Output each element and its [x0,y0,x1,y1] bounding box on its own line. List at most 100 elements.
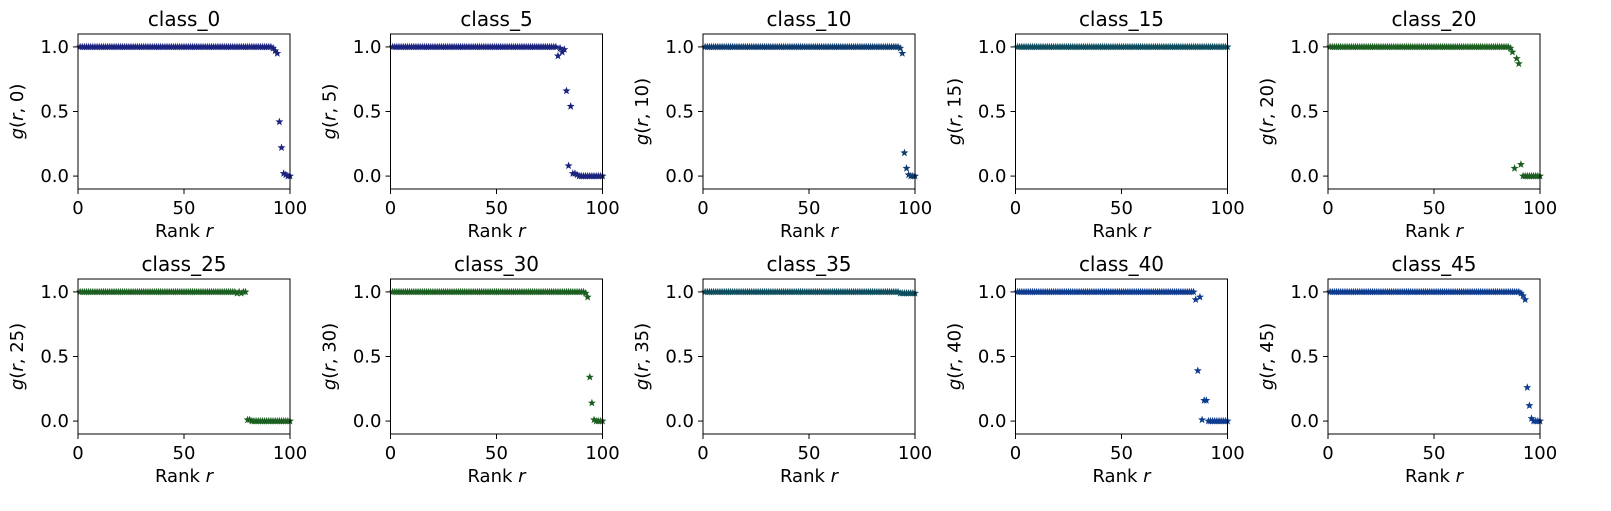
x-tick-label: 100 [898,198,932,219]
data-point [590,415,599,424]
x-tick-label: 0 [1322,198,1333,219]
subplot-class_15: class_15 0 50 100 0.0 0.5 1.0 Rank r g(r, 15) [945,7,1245,242]
data-point [570,169,579,177]
x-tick-label: 50 [1423,443,1446,464]
x-tick-label: 100 [585,443,619,464]
subplot-class_40: class_40 0 50 100 0.0 0.5 1.0 Rank r g(r, 40) [945,252,1245,487]
data-point [275,117,284,126]
y-tick-label: 0.5 [353,102,382,123]
data-point [579,287,588,296]
x-tick-label: 50 [1110,198,1133,219]
y-axis-label: g(r, 20) [1257,78,1278,145]
subplot-class_25: class_25 0 50 100 0.0 0.5 1.0 Rank r g(r, 25) [7,252,307,487]
x-axis-label: Rank r [467,466,527,487]
subplot-title: class_40 [1079,252,1164,276]
y-tick-label: 0.5 [40,102,69,123]
data-point [1521,295,1530,304]
x-axis-label: Rank r [780,466,840,487]
y-tick-label: 0.5 [1290,102,1319,123]
axes-frame [77,33,291,190]
x-tick-label: 0 [697,443,708,464]
y-tick-label: 1.0 [40,37,69,58]
y-tick-label: 1.0 [665,37,694,58]
axes-frame [1327,278,1541,435]
y-tick-label: 1.0 [665,282,694,303]
x-tick-label: 100 [898,443,932,464]
x-tick-label: 0 [1010,198,1021,219]
y-tick-label: 0.0 [353,411,382,432]
y-tick-label: 0.5 [40,347,69,368]
y-tick-label: 1.0 [978,282,1007,303]
x-axis-label: Rank r [780,221,840,242]
axes-frame [77,278,291,435]
data-point [1525,401,1534,409]
x-tick-label: 100 [1523,443,1557,464]
subplot-title: class_25 [141,252,226,276]
y-axis-label: g(r, 40) [945,323,966,390]
axes-frame [1327,33,1541,190]
x-tick-label: 0 [72,198,83,219]
y-tick-label: 0.0 [978,166,1007,187]
y-tick-label: 0.5 [1290,347,1319,368]
y-axis-label: g(r, 10) [632,78,653,145]
subplot-class_0: class_0 0 50 100 0.0 0.5 1.0 Rank r g(r, 0) [7,7,307,242]
data-point [1512,54,1521,62]
data-points [388,42,607,180]
data-point [894,287,903,296]
data-point [1527,414,1536,422]
subplot-class_20: class_20 0 50 100 0.0 0.5 1.0 Rank r g(r, 20) [1257,7,1557,242]
x-tick-label: 50 [485,443,508,464]
y-tick-label: 0.0 [40,166,69,187]
data-point [1195,292,1204,301]
data-point [1514,59,1523,68]
x-tick-label: 50 [485,198,508,219]
data-points [701,42,919,180]
data-point [233,289,241,297]
x-tick-label: 50 [798,198,821,219]
axes-frame [390,278,603,435]
subplot-class_45: class_45 0 50 100 0.0 0.5 1.0 Rank r g(r, 45) [1257,252,1557,487]
data-point [587,398,596,407]
x-tick-label: 0 [697,198,708,219]
data-point [241,287,250,296]
y-axis-label: g(r, 5) [320,84,341,140]
data-point [245,415,254,424]
x-axis-label: Rank r [155,221,215,242]
y-tick-label: 1.0 [353,282,382,303]
y-tick-label: 0.5 [665,102,694,123]
data-point [553,51,562,60]
data-point [266,42,275,51]
y-axis-label: g(r, 25) [7,323,28,390]
data-point [573,170,582,179]
x-tick-label: 50 [173,198,196,219]
data-point [279,169,288,177]
x-tick-label: 50 [1423,198,1446,219]
x-tick-label: 0 [1010,443,1021,464]
data-point [551,42,560,51]
data-points [1013,42,1232,51]
x-tick-label: 100 [1523,198,1557,219]
y-axis-label: g(r, 35) [632,323,653,390]
x-tick-label: 0 [1322,443,1333,464]
y-tick-label: 1.0 [1290,37,1319,58]
data-point [1506,44,1515,52]
data-point [1189,287,1198,296]
data-point [896,44,905,52]
data-point [566,102,575,110]
data-points [1326,287,1544,425]
subplot-title: class_35 [766,252,851,276]
x-tick-label: 50 [173,443,196,464]
data-point [560,45,569,53]
y-axis-label: g(r, 30) [320,323,341,390]
axes-frame [702,278,916,435]
subplot-class_5: class_5 0 50 100 0.0 0.5 1.0 Rank r g(r, 5) [320,7,620,242]
data-point [1510,164,1519,172]
y-tick-label: 0.5 [978,102,1007,123]
y-tick-label: 0.5 [978,347,1007,368]
axes-frame [702,33,916,190]
y-axis-label: g(r, 15) [945,78,966,145]
subplot-title: class_5 [460,7,532,31]
x-tick-label: 100 [273,198,307,219]
data-point [581,289,590,297]
subplot-title: class_15 [1079,7,1164,31]
